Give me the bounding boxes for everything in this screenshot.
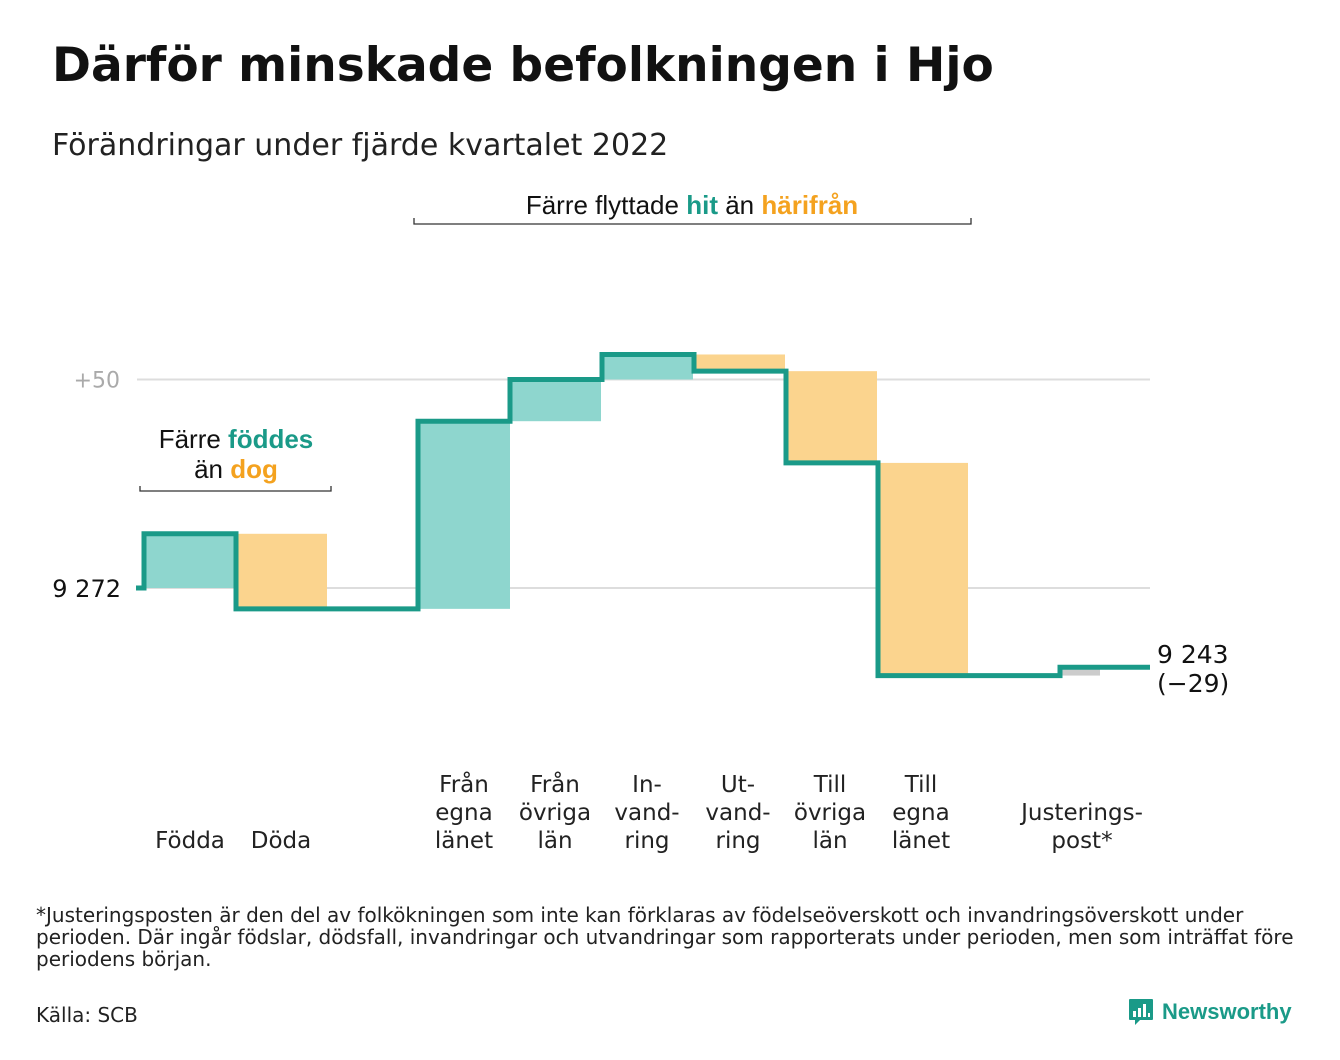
category-label-1: Födda [155,828,225,854]
category-label-4: Från övriga län [519,770,591,854]
end-change-label: (−29) [1157,669,1229,698]
bar-chart-icon [1129,999,1153,1025]
waterfall-chart: +50 Födda Döda Från egna länet Från övriga län In… [52,190,1229,854]
category-label-9: Justerings-post* [1019,800,1143,854]
bar-invandring [602,354,693,380]
chart-title: Därför minskade befolkningen i Hjo [52,38,994,93]
chart-subtitle: Förändringar under fjärde kvartalet 2022 [52,128,669,163]
category-label-5: In-vand-ring [614,772,679,854]
bar-döda [236,533,327,609]
footnote: *Justeringsposten är den del av folkökni… [36,903,1294,971]
bar-tillövrigalän [786,371,877,463]
annotation-births-line2: än dog [194,454,278,484]
end-value-label: 9 243 [1157,640,1229,669]
bar-justeringspost [1060,667,1100,676]
annotation-births-bracket [139,486,332,492]
bar-frånegnalänet [418,421,510,609]
start-value-label: 9 272 [52,575,121,603]
bar-tillegnalänet [878,462,968,676]
source-label: Källa: SCB [36,1003,138,1027]
annotation-migration-bracket [413,218,972,225]
category-label-3: Från egna länet [435,770,493,854]
bar-födda [144,533,235,588]
category-label-8: Till egna länet [892,772,950,854]
category-label-2: Döda [251,828,311,854]
gridline-label: +50 [74,369,120,394]
brand-name: Newsworthy [1162,999,1292,1024]
newsworthy-logo: Newsworthy [1128,998,1292,1026]
bar-frånövrigalän [510,379,601,422]
bar-utvandring [694,354,785,372]
category-label-6: Ut-vand-ring [705,772,770,854]
cumulative-line [136,351,1150,679]
category-label-7: Till övriga län [794,772,866,854]
annotation-migration: Färre flyttade hit än härifrån [526,190,858,220]
annotation-births-line1: Färre föddes [159,424,314,454]
